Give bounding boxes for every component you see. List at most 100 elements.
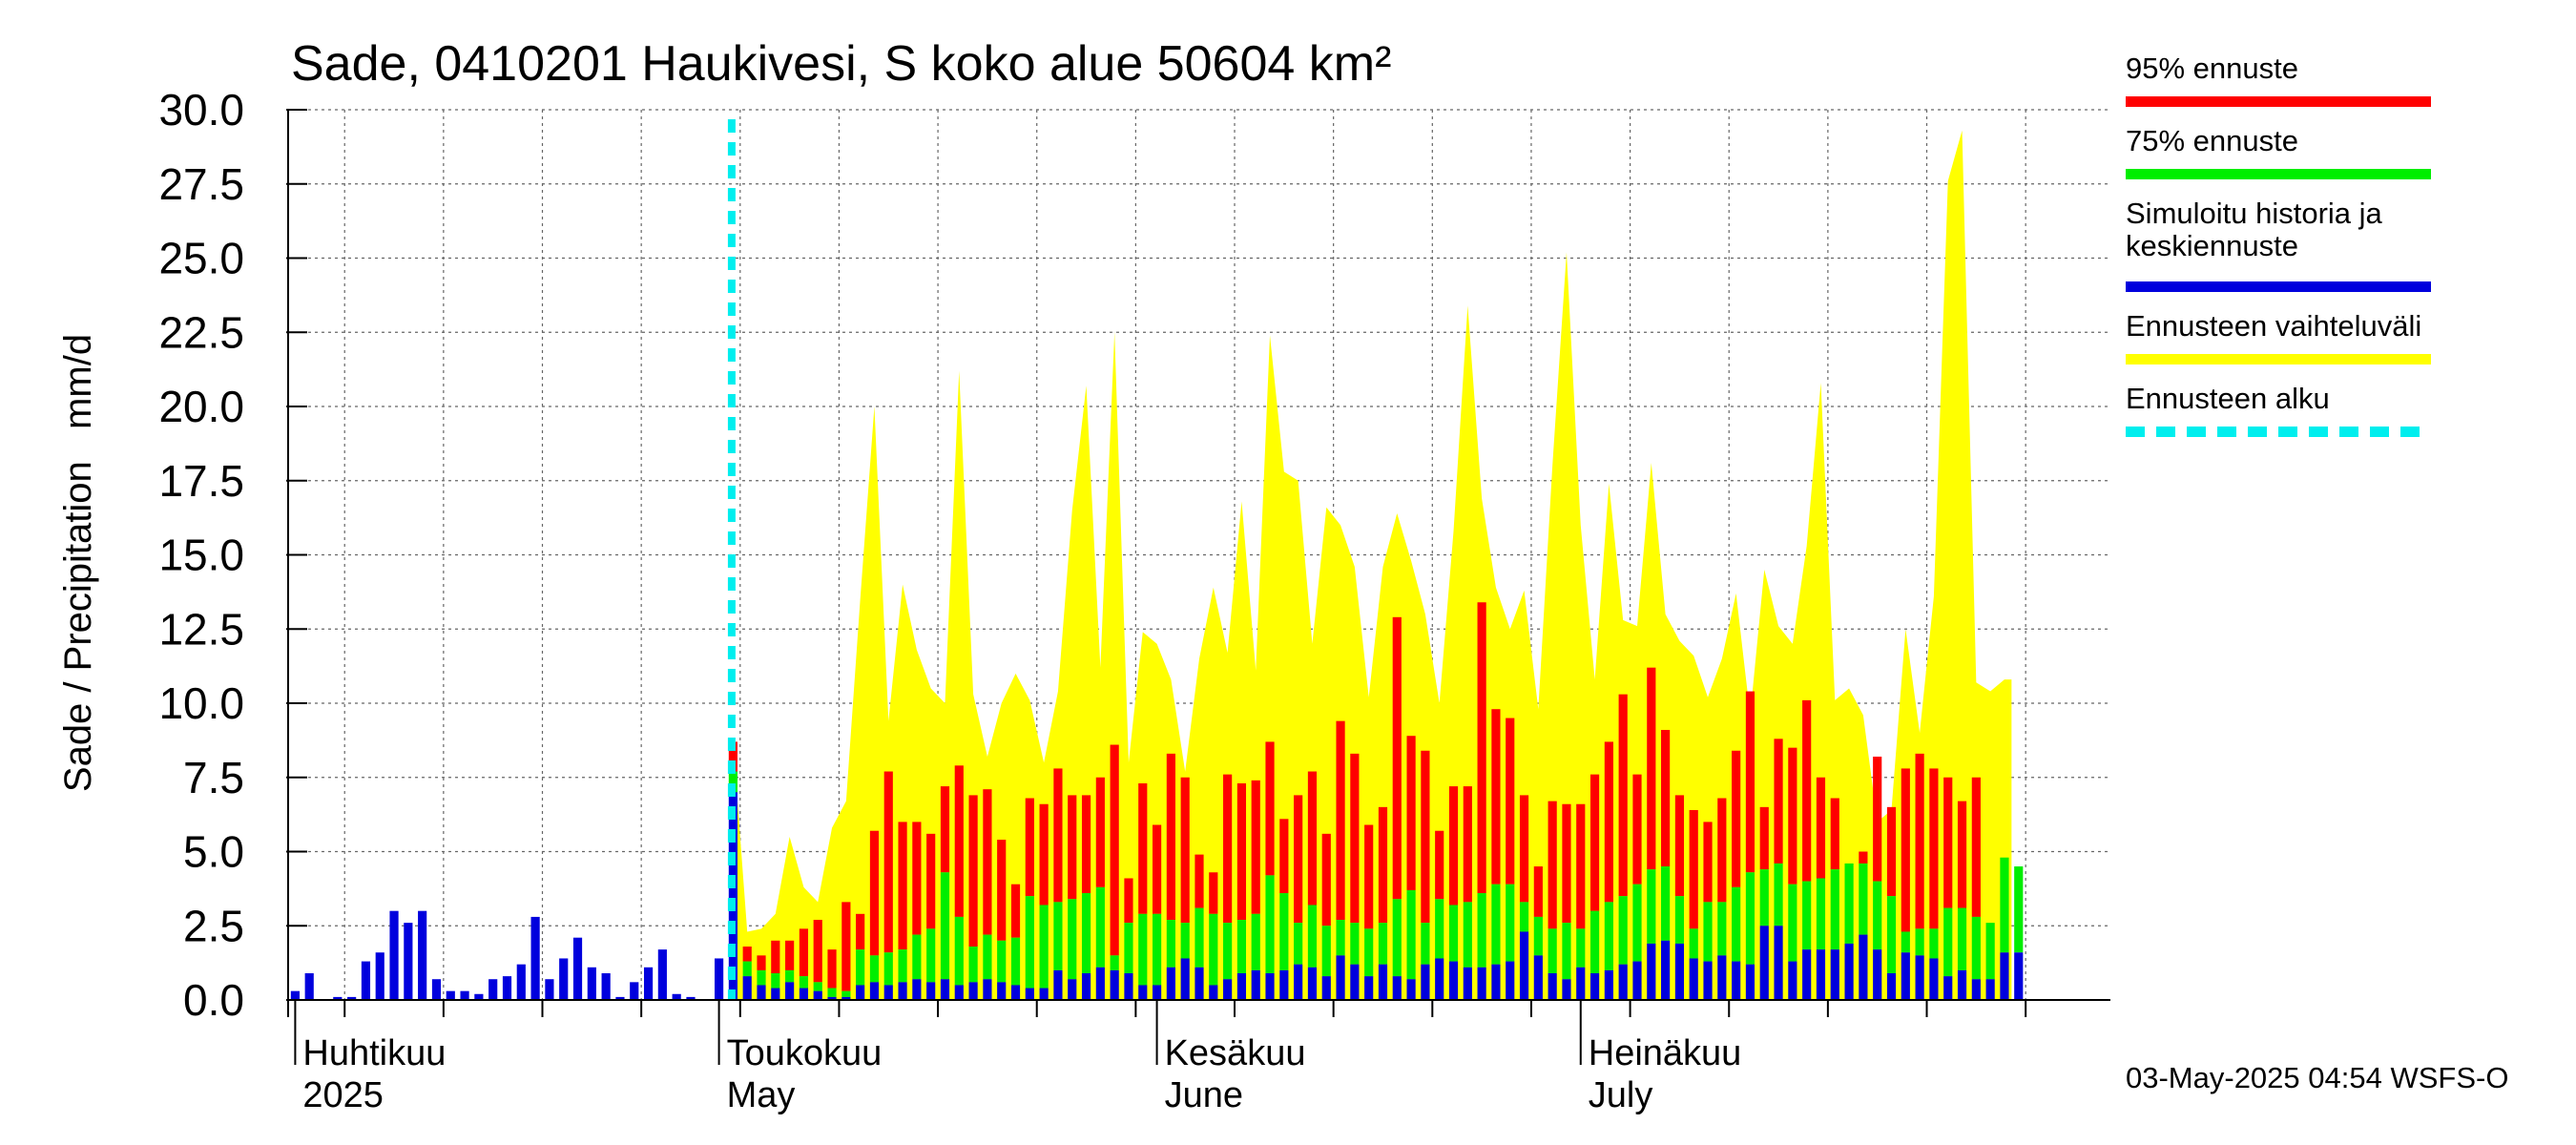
bar-mean [1901,952,1910,1000]
legend-swatch-history [2126,281,2431,292]
history-bar [474,993,484,1000]
bar-95 [968,795,978,947]
bar-75 [1802,881,1812,950]
bar-75 [1717,902,1727,956]
bar-95 [1448,786,1459,906]
bar-75 [799,976,809,989]
history-bar [643,967,654,1000]
legend-item-95: 95% ennuste [2126,52,2441,107]
bar-95 [1830,798,1839,870]
bar-95 [1350,753,1360,924]
bar-75 [1378,923,1388,965]
bar-95 [1519,795,1529,903]
bar-75 [1971,916,1981,980]
history-bar [431,979,442,1000]
bar-95 [1618,694,1628,897]
bar-75 [1421,923,1430,965]
bar-95 [1068,795,1077,900]
bar-75 [1576,928,1586,968]
bar-mean [813,990,822,1000]
bar-75 [954,916,964,986]
bar-mean [1576,967,1586,1000]
bar-75 [1138,913,1148,986]
bar-mean [799,988,809,1000]
history-bar [615,996,625,1000]
bar-75 [1929,928,1939,959]
bar-mean [1350,964,1360,1000]
bar-95 [1406,736,1416,890]
y-tick-label: 2.5 [183,901,244,950]
bar-95 [1661,729,1671,867]
bar-95 [898,822,907,950]
bar-95 [1110,744,1119,956]
y-tick-labels: 0.0 2.5 5.0 7.5 10.0 12.5 15.0 17.5 20.0 22.5 25.0… [158,85,244,1025]
bar-95 [785,940,795,970]
bar-75 [1463,902,1472,968]
y-tick-label: 30.0 [158,85,244,135]
y-axis-label: Sade / Precipitation mm/d [57,334,99,792]
bar-75 [1223,923,1233,980]
bar-mean [1068,979,1077,1000]
history-bar [657,949,667,1000]
bar-75 [1180,923,1190,959]
y-tick-label: 25.0 [158,234,244,283]
bar-75 [1364,928,1374,977]
bar-95 [1378,806,1388,924]
bar-95 [1562,803,1571,924]
bar-95 [771,940,780,974]
bar-75 [1759,869,1769,926]
bar-75 [1265,875,1275,974]
bar-95 [799,928,809,977]
bar-95 [1717,798,1727,903]
bar-75 [983,934,992,980]
legend-swatch-range [2126,354,2431,364]
bar-mean [827,996,837,1000]
bar-95 [1689,809,1698,929]
bar-95 [1703,822,1713,903]
bar-mean [1392,976,1402,1000]
bar-mean [1886,973,1897,1000]
bar-75 [1661,866,1671,941]
bar-95 [1180,777,1190,924]
history-bar [672,993,681,1000]
bar-95 [1336,720,1345,921]
bar-75 [1435,899,1444,959]
bar-95 [1506,718,1515,885]
bar-75 [869,955,880,983]
bar-mean [1689,958,1698,1000]
bar-75 [1053,902,1063,970]
bar-mean [1674,943,1685,1000]
bar-mean [1463,967,1472,1000]
history-bar [361,961,371,1000]
month-label-sub: July [1589,1075,1653,1115]
legend-swatch-forecast-start [2126,427,2431,437]
y-tick-label: 0.0 [183,975,244,1025]
y-tick-label: 15.0 [158,531,244,580]
bar-mean [742,976,752,1000]
bar-75 [1632,884,1642,962]
bar-95 [1463,786,1472,903]
bar-75 [1095,886,1105,968]
bar-95 [1873,756,1882,882]
bar-95 [1053,768,1063,903]
bar-mean [1604,969,1613,1000]
bar-mean [1929,958,1939,1000]
bar-75 [1957,907,1967,970]
bar-95 [1421,750,1430,924]
bar-mean [856,985,865,1000]
bar-mean [1816,949,1826,1000]
bar-mean [1010,985,1021,1000]
bar-mean [1873,949,1882,1000]
bar-75 [1336,920,1345,956]
bar-75 [1689,928,1698,959]
bar-95 [1166,753,1175,921]
bar-75 [883,952,893,986]
legend-swatch-75 [2126,169,2431,179]
bar-75 [1195,907,1204,968]
bar-mean [1336,955,1345,1000]
bar-95 [1901,768,1910,932]
bar-95 [1209,872,1218,914]
y-tick-label: 20.0 [158,382,244,431]
bar-95 [1477,602,1486,894]
